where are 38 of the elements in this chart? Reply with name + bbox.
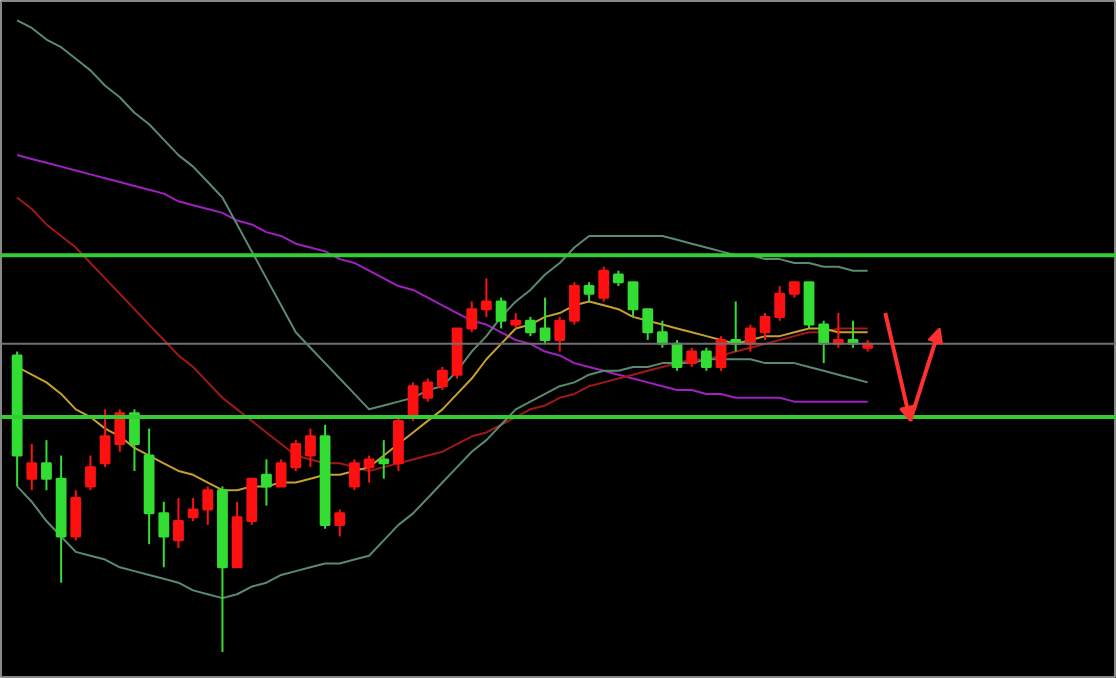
candlestick xyxy=(554,315,566,353)
candlestick xyxy=(539,296,551,345)
candlestick xyxy=(158,500,170,569)
candlestick xyxy=(334,508,346,538)
candlestick xyxy=(627,281,639,318)
candlestick xyxy=(70,489,82,542)
candlestick xyxy=(466,300,478,334)
candlestick xyxy=(422,377,434,403)
candlestick xyxy=(759,312,771,341)
candlestick xyxy=(261,458,272,507)
candlestick xyxy=(803,281,815,330)
candlestick xyxy=(85,454,96,492)
candlestick xyxy=(378,439,390,480)
candlestick xyxy=(363,454,375,484)
candlestick xyxy=(129,408,140,472)
candlestick xyxy=(290,439,302,472)
candlestick xyxy=(41,439,52,492)
candlestick xyxy=(393,416,404,472)
candlestick xyxy=(305,427,316,469)
candlestick xyxy=(451,327,463,380)
candlestick xyxy=(656,319,668,349)
candlestick xyxy=(642,308,654,341)
candlestick xyxy=(774,285,786,322)
candlestick xyxy=(437,365,448,392)
candlestick xyxy=(481,277,492,318)
candlestick xyxy=(744,323,756,353)
candlestick xyxy=(569,281,580,326)
candlestick xyxy=(700,346,712,372)
candlestick xyxy=(525,315,536,338)
candlestick xyxy=(275,458,287,488)
candlestick xyxy=(583,281,595,303)
candlestick xyxy=(173,496,184,550)
candlestick xyxy=(598,265,610,303)
candlestick xyxy=(686,346,698,368)
candlestick xyxy=(349,458,360,492)
candlestick xyxy=(818,319,830,365)
candlestick xyxy=(26,443,38,492)
candlestick xyxy=(495,296,507,330)
